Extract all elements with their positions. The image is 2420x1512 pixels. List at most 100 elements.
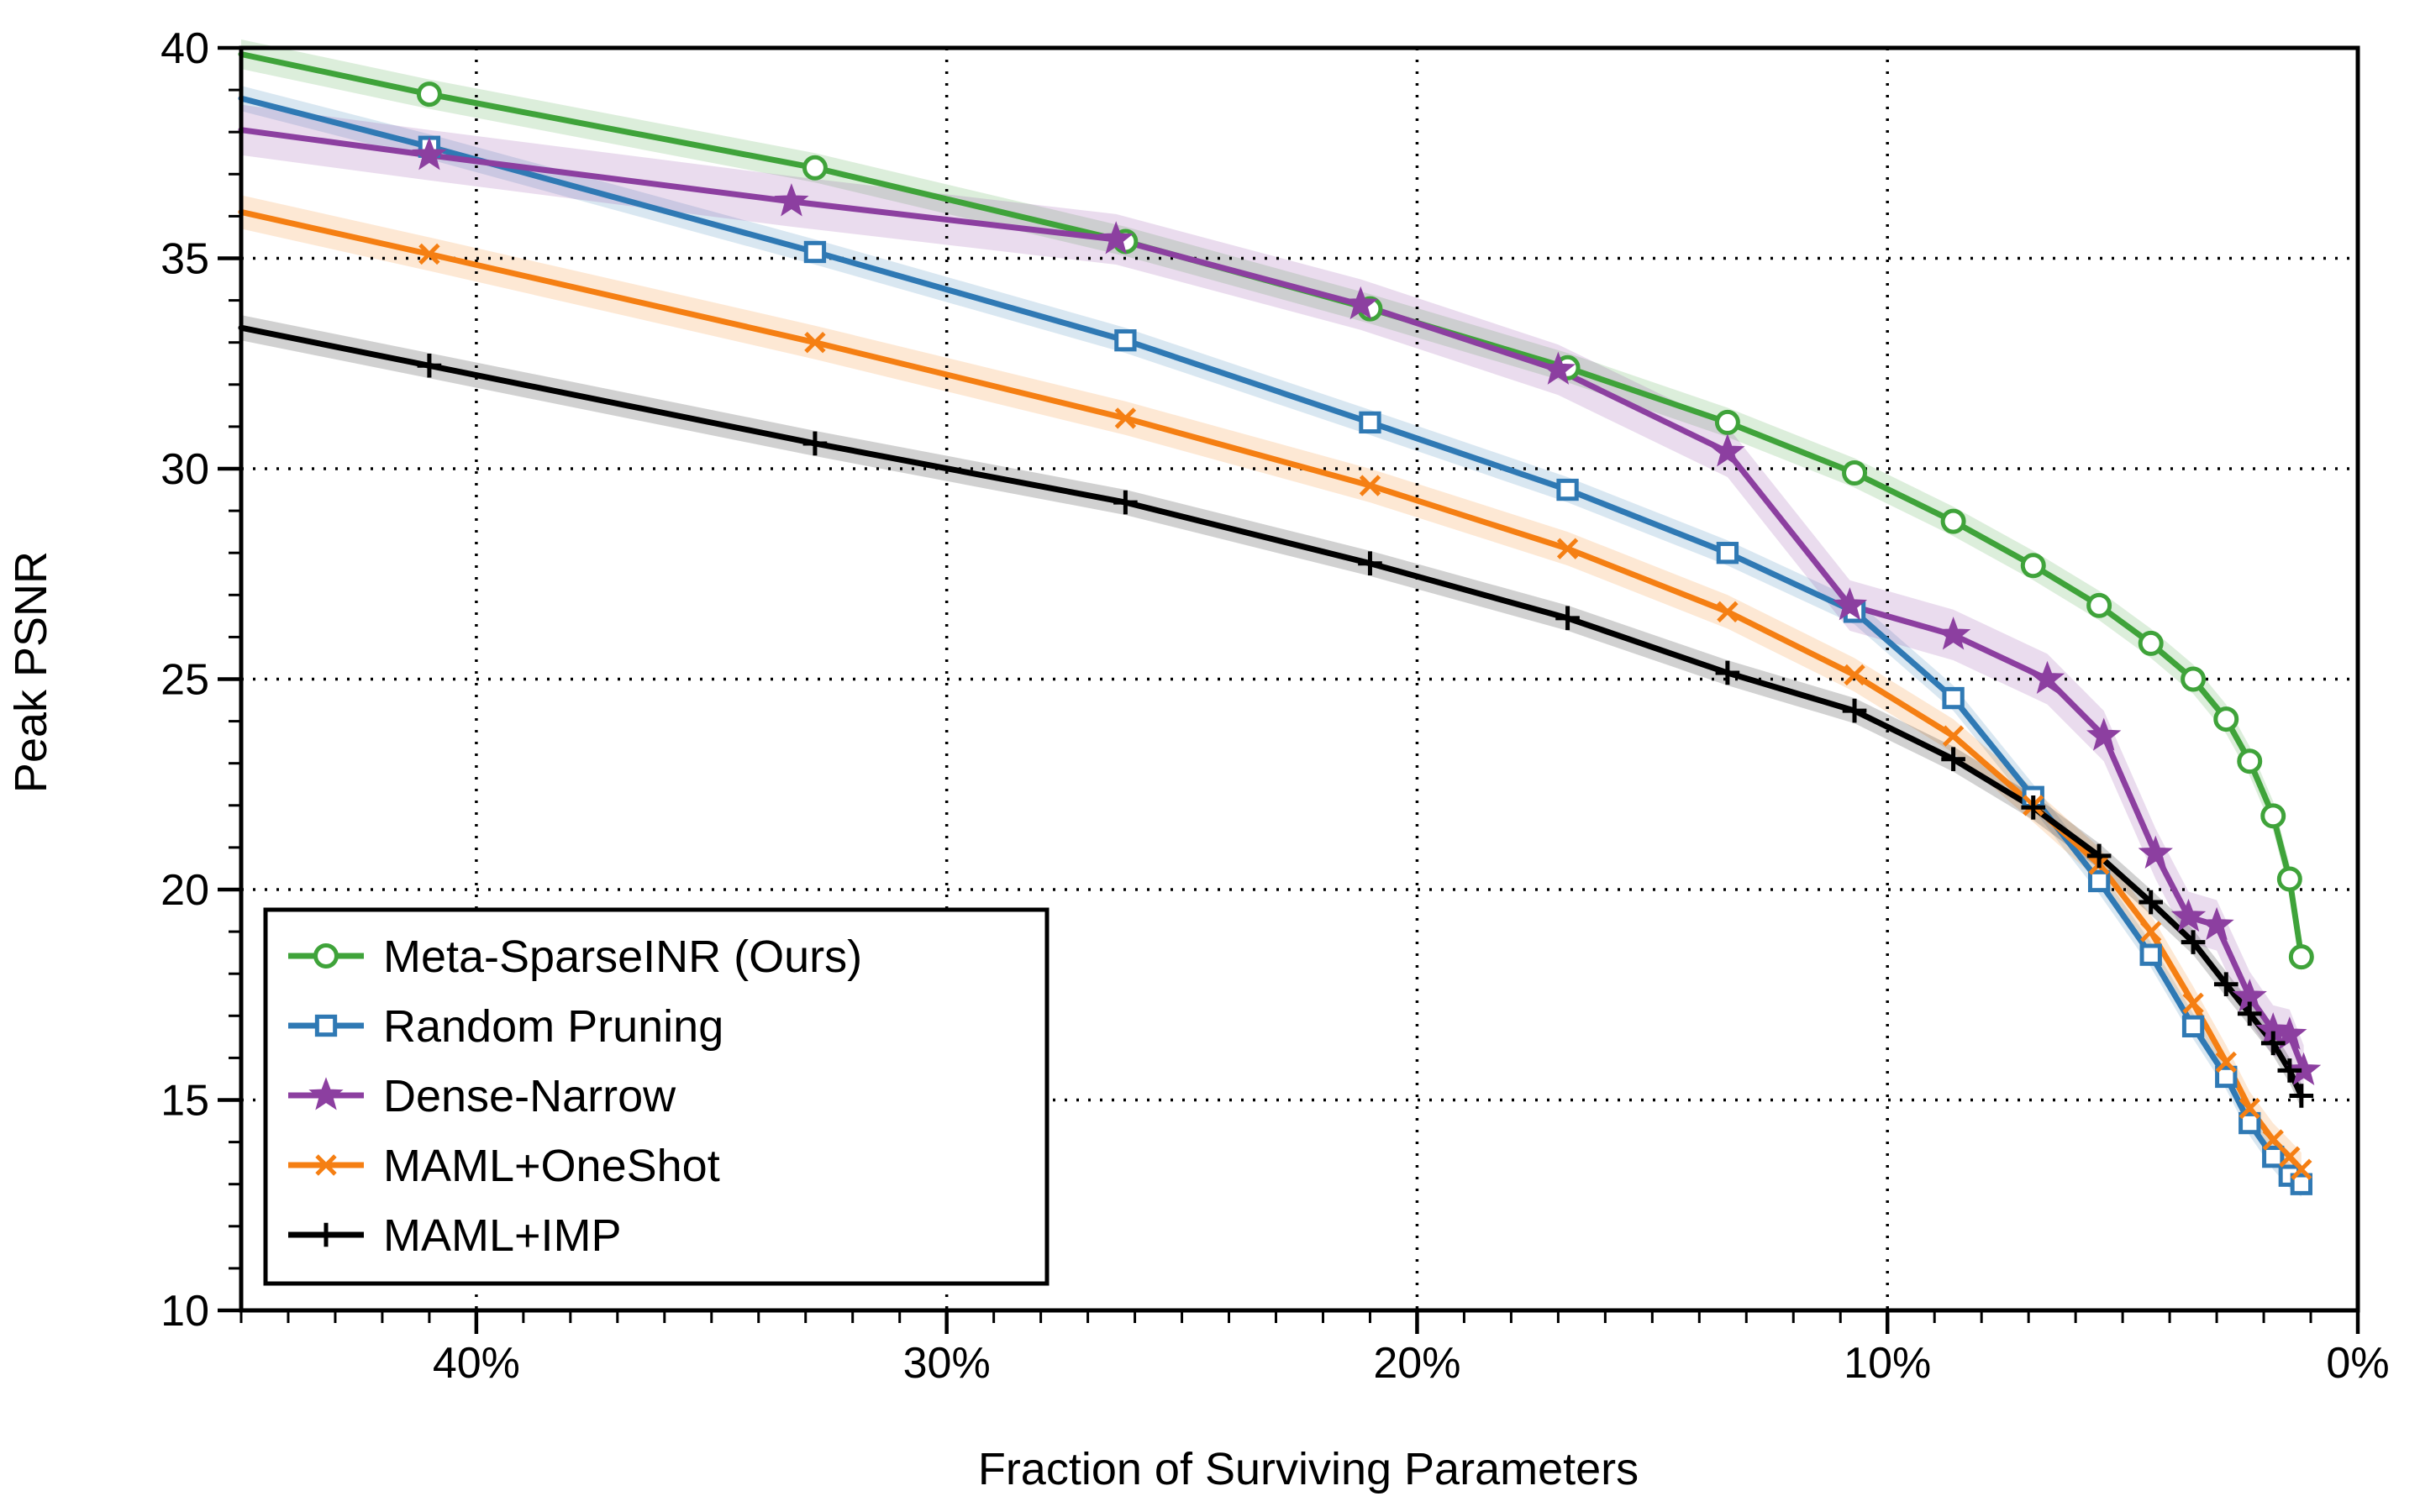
point-maml-oneshot xyxy=(1942,725,1965,747)
point-maml-imp xyxy=(1941,747,1965,771)
point-maml-imp xyxy=(1715,660,1740,685)
x-axis-label: Fraction of Surviving Parameters xyxy=(978,1444,1639,1494)
point-maml-oneshot xyxy=(2140,921,2162,942)
y-tick-label: 35 xyxy=(160,235,209,284)
point-dense-narrow xyxy=(1710,433,1745,467)
point-maml-oneshot xyxy=(1844,664,1865,686)
point-dense-narrow xyxy=(1343,286,1378,320)
point-dense-narrow xyxy=(2029,660,2065,695)
point-dense-narrow xyxy=(2272,1016,2307,1050)
point-random-pruning xyxy=(1942,686,1965,710)
line-maml-imp xyxy=(238,324,2305,1099)
point-maml-imp xyxy=(1555,606,1580,631)
legend-box xyxy=(263,907,1050,1286)
legend-marker-maml-imp xyxy=(313,1222,339,1247)
point-random-pruning xyxy=(2215,1065,2238,1089)
point-meta-sparseinr-ours xyxy=(1842,460,1868,486)
legend-marker-maml-oneshot xyxy=(315,1154,337,1176)
point-dense-narrow xyxy=(1098,221,1134,255)
point-dense-narrow xyxy=(2086,717,2122,751)
point-random-pruning xyxy=(2290,1173,2312,1195)
point-dense-narrow xyxy=(2138,835,2173,869)
x-tick-label: 0% xyxy=(2326,1339,2389,1388)
point-meta-sparseinr-ours xyxy=(2181,666,2207,692)
point-maml-imp xyxy=(2213,972,2238,997)
point-meta-sparseinr-ours xyxy=(1714,409,1740,435)
point-maml-oneshot xyxy=(804,332,826,354)
point-meta-sparseinr-ours xyxy=(416,81,442,108)
y-tick-label: 10 xyxy=(160,1287,209,1336)
point-random-pruning xyxy=(2238,1111,2261,1135)
point-meta-sparseinr-ours xyxy=(802,155,828,181)
legend-label-dense-narrow: Dense-Narrow xyxy=(383,1071,676,1121)
point-maml-oneshot xyxy=(2182,992,2204,1014)
x-tick-label: 20% xyxy=(1373,1339,1460,1388)
point-dense-narrow xyxy=(1540,351,1576,385)
point-random-pruning xyxy=(2139,943,2162,966)
y-tick-label: 30 xyxy=(160,445,209,494)
series-markers xyxy=(412,81,2322,1195)
point-random-pruning xyxy=(2181,1015,2205,1037)
point-maml-oneshot xyxy=(2291,1158,2312,1180)
point-dense-narrow xyxy=(1832,587,1868,621)
point-maml-oneshot xyxy=(1556,538,1579,559)
point-maml-imp xyxy=(2237,1001,2262,1026)
point-meta-sparseinr-ours xyxy=(2086,592,2112,618)
point-random-pruning xyxy=(2087,869,2111,893)
y-tick-label: 20 xyxy=(160,866,209,915)
axis-ticks: 40% 30% 20% 10% 0% 10 15 20 25 30 35 40 xyxy=(160,24,2389,1388)
point-meta-sparseinr-ours xyxy=(2288,944,2314,970)
point-meta-sparseinr-ours xyxy=(2260,803,2286,829)
point-maml-imp xyxy=(2139,890,2163,915)
point-random-pruning xyxy=(1359,411,1381,434)
legend-label-maml-imp: MAML+IMP xyxy=(383,1210,622,1261)
y-tick-label: 40 xyxy=(160,24,209,73)
point-meta-sparseinr-ours xyxy=(2276,866,2302,892)
point-maml-imp xyxy=(2086,843,2112,869)
legend-marker-random-pruning xyxy=(314,1014,338,1037)
point-meta-sparseinr-ours xyxy=(2237,748,2263,774)
legend-marker-dense-narrow xyxy=(308,1077,344,1110)
x-tick-label: 40% xyxy=(433,1339,520,1388)
point-maml-imp xyxy=(1358,551,1382,576)
point-maml-imp xyxy=(1842,698,1867,723)
point-maml-imp xyxy=(2181,930,2206,954)
band-dense-narrow xyxy=(241,104,2304,1096)
point-maml-oneshot xyxy=(2215,1051,2237,1074)
point-maml-imp xyxy=(2289,1084,2314,1108)
point-dense-narrow xyxy=(774,183,809,217)
point-meta-sparseinr-ours xyxy=(2020,553,2046,579)
point-maml-imp xyxy=(802,431,828,456)
legend-label-maml-oneshot: MAML+OneShot xyxy=(383,1141,720,1191)
x-tick-label: 30% xyxy=(903,1339,991,1388)
y-tick-label: 15 xyxy=(160,1077,209,1126)
legend-label-meta-sparseinr-ours: Meta-SparseINR (Ours) xyxy=(383,932,862,982)
point-meta-sparseinr-ours xyxy=(2213,706,2239,732)
point-maml-imp xyxy=(417,353,442,378)
point-maml-imp xyxy=(2021,795,2046,820)
point-random-pruning xyxy=(2262,1145,2285,1168)
point-maml-oneshot xyxy=(1717,601,1739,623)
point-maml-oneshot xyxy=(418,243,440,265)
x-tick-label: 10% xyxy=(1844,1339,1931,1388)
y-axis-label: Peak PSNR xyxy=(6,551,56,793)
point-maml-imp xyxy=(1113,490,1138,515)
point-maml-imp xyxy=(2260,1031,2286,1056)
point-dense-narrow xyxy=(2170,898,2207,932)
point-random-pruning xyxy=(803,240,827,264)
point-random-pruning xyxy=(1716,542,1739,564)
point-random-pruning xyxy=(1556,478,1579,501)
point-maml-oneshot xyxy=(1359,475,1381,496)
point-maml-oneshot xyxy=(2238,1097,2260,1120)
point-random-pruning xyxy=(1114,329,1137,352)
point-meta-sparseinr-ours xyxy=(2138,630,2164,656)
band-maml-oneshot xyxy=(241,195,2302,1187)
point-dense-narrow xyxy=(1935,617,1971,650)
point-maml-oneshot xyxy=(2262,1129,2284,1151)
point-maml-imp xyxy=(2277,1058,2302,1083)
legend-label-random-pruning: Random Pruning xyxy=(383,1001,723,1052)
point-dense-narrow xyxy=(412,137,447,171)
legend: Meta-SparseINR (Ours) Random Pruning Dense… xyxy=(263,907,1050,1286)
legend-entries: Meta-SparseINR (Ours) Random Pruning Dense… xyxy=(288,932,862,1261)
